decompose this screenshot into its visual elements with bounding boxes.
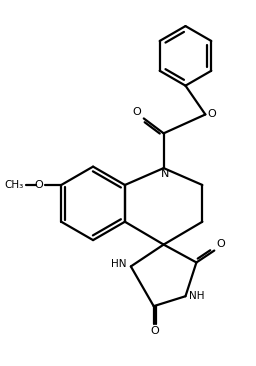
- Text: O: O: [216, 239, 225, 249]
- Text: N: N: [161, 169, 169, 179]
- Text: O: O: [150, 326, 159, 336]
- Text: CH₃: CH₃: [4, 180, 24, 190]
- Text: O: O: [132, 108, 141, 117]
- Text: O: O: [35, 180, 43, 190]
- Text: HN: HN: [111, 259, 127, 269]
- Text: NH: NH: [189, 291, 205, 301]
- Text: O: O: [207, 109, 216, 119]
